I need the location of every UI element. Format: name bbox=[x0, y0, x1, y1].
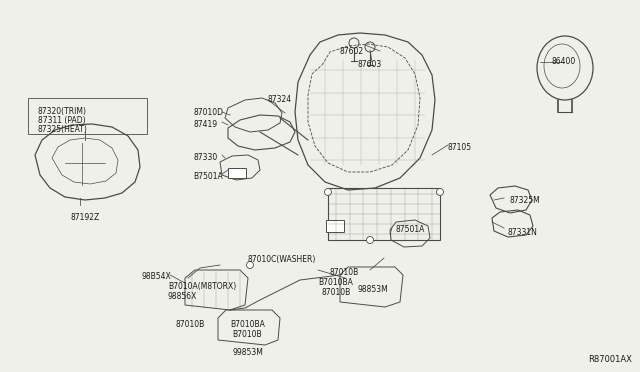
Circle shape bbox=[324, 189, 332, 196]
Text: 99853M: 99853M bbox=[232, 348, 264, 357]
Text: R87001AX: R87001AX bbox=[588, 355, 632, 364]
Circle shape bbox=[367, 237, 374, 244]
Text: 87320(TRIM): 87320(TRIM) bbox=[38, 107, 87, 116]
Circle shape bbox=[436, 189, 444, 196]
Text: 86400: 86400 bbox=[551, 57, 575, 66]
Text: B7010A(M8TORX): B7010A(M8TORX) bbox=[168, 282, 236, 291]
Bar bbox=[326, 220, 344, 232]
Text: 87331N: 87331N bbox=[508, 228, 538, 237]
Text: 87602: 87602 bbox=[340, 47, 364, 56]
Text: 87010B: 87010B bbox=[330, 268, 359, 277]
Text: 87330: 87330 bbox=[193, 153, 217, 162]
Text: 98853M: 98853M bbox=[358, 285, 388, 294]
Text: 98856X: 98856X bbox=[168, 292, 197, 301]
Bar bbox=[228, 168, 246, 178]
Text: 87311 (PAD): 87311 (PAD) bbox=[38, 116, 86, 125]
Text: 87010D: 87010D bbox=[193, 108, 223, 117]
Text: 87324: 87324 bbox=[268, 95, 292, 104]
Text: 87501A: 87501A bbox=[395, 225, 424, 234]
Text: 87419: 87419 bbox=[193, 120, 217, 129]
Text: 87010B: 87010B bbox=[175, 320, 204, 329]
Text: B7010BA: B7010BA bbox=[318, 278, 353, 287]
Text: 87105: 87105 bbox=[448, 143, 472, 152]
Text: 87010B: 87010B bbox=[322, 288, 351, 297]
Text: 87325(HEAT): 87325(HEAT) bbox=[38, 125, 88, 134]
Circle shape bbox=[246, 262, 253, 269]
Text: B7501A: B7501A bbox=[193, 172, 223, 181]
Text: B7010B: B7010B bbox=[232, 330, 262, 339]
Text: B7010BA: B7010BA bbox=[230, 320, 265, 329]
Text: 87603: 87603 bbox=[358, 60, 382, 69]
Text: 87010C(WASHER): 87010C(WASHER) bbox=[248, 255, 316, 264]
Text: 98B54X: 98B54X bbox=[142, 272, 172, 281]
Text: 87192Z: 87192Z bbox=[70, 213, 100, 222]
Text: 87325M: 87325M bbox=[510, 196, 541, 205]
Bar bbox=[328, 188, 440, 240]
